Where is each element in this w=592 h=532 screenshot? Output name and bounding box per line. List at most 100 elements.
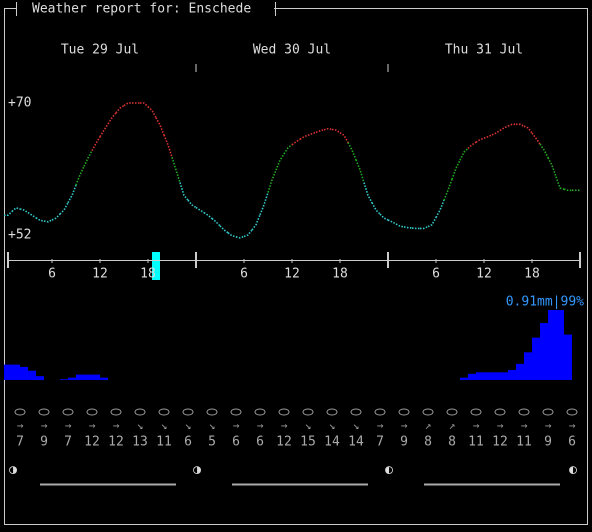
weather-icon [446, 408, 458, 416]
precip-bar [508, 370, 516, 380]
wind-direction: → [497, 419, 504, 432]
wind-speed: 7 [64, 435, 72, 450]
temp-dots [459, 147, 469, 161]
wind-speed: 8 [448, 435, 456, 450]
temp-dots [355, 159, 365, 183]
wind-direction: → [521, 419, 528, 432]
wind-direction: → [65, 419, 72, 432]
title: Weather report for: Enschede [32, 2, 251, 17]
weather-icon [206, 408, 218, 416]
wind-direction: ↗ [425, 419, 432, 432]
wind-direction: ↘ [329, 419, 336, 432]
wind-direction: → [545, 419, 552, 432]
wind-speed: 14 [324, 435, 340, 450]
hour-label: 12 [284, 267, 300, 282]
weather-icon [62, 408, 74, 416]
wind-speed: 12 [84, 435, 100, 450]
wind-speed: 7 [16, 435, 24, 450]
temp-dots [4, 210, 13, 216]
precip-bar [524, 352, 532, 380]
temp-dots [179, 182, 189, 201]
precip-bar [12, 364, 20, 380]
precip-bar [460, 377, 468, 380]
temp-dots [235, 235, 245, 239]
temp-dots [539, 143, 549, 159]
temp-dots [227, 232, 237, 238]
temp-dots [323, 127, 333, 131]
temp-dots [491, 129, 501, 136]
temp-dots [75, 166, 85, 186]
weather-icon [518, 408, 530, 416]
temp-dots [339, 132, 349, 143]
wind-speed: 9 [40, 435, 48, 450]
temp-dots [43, 219, 53, 223]
temp-dots [123, 102, 132, 107]
wind-speed: 15 [300, 435, 316, 450]
wind-speed: 8 [424, 435, 432, 450]
temp-dots [467, 141, 477, 150]
temp-dots [107, 112, 117, 125]
hour-label: 18 [524, 267, 540, 282]
precip-bar [564, 334, 572, 380]
wind-direction: → [41, 419, 48, 432]
temp-dots [251, 214, 261, 231]
hour-label: 18 [332, 267, 348, 282]
wind-direction: → [233, 419, 240, 432]
hour-label: 12 [476, 267, 492, 282]
wind-speed: 7 [376, 435, 384, 450]
weather-icon [374, 408, 386, 416]
wind-direction: → [17, 419, 24, 432]
wind-direction: ↗ [449, 419, 456, 432]
wind-speed: 12 [276, 435, 292, 450]
precip-bar [468, 373, 476, 380]
wind-speed: 6 [184, 435, 192, 450]
wind-direction: ↘ [161, 419, 168, 432]
temp-dots [67, 184, 77, 204]
precip-bar [100, 377, 108, 380]
temp-dots [531, 132, 541, 145]
temp-dots [387, 219, 397, 225]
weather-icon [14, 408, 26, 416]
wind-direction: → [473, 419, 480, 432]
temp-dots [83, 150, 93, 167]
precip-bar [532, 337, 540, 380]
temp-dots [427, 217, 437, 228]
precip-bar [68, 377, 76, 380]
temp-dots [379, 213, 389, 221]
wind-direction: ↘ [137, 419, 144, 432]
temp-dots [475, 137, 485, 143]
precip-bar [36, 376, 44, 380]
temp-dots [547, 157, 557, 177]
wind-speed: 6 [232, 435, 240, 450]
weather-icon [542, 408, 554, 416]
wind-direction: → [377, 419, 384, 432]
wind-speed: 14 [348, 435, 364, 450]
wind-speed: 12 [108, 435, 124, 450]
wind-direction: → [401, 419, 408, 432]
weather-icon [38, 408, 50, 416]
temp-dots [243, 229, 253, 238]
temp-dots [371, 202, 381, 215]
temp-dots [99, 123, 109, 138]
wind-speed: 6 [256, 435, 264, 450]
temp-dots [267, 169, 277, 193]
wind-speed: 9 [544, 435, 552, 450]
weather-icon [302, 408, 314, 416]
moon-phase: ◑ [9, 463, 17, 478]
hour-label: 6 [240, 267, 248, 282]
temp-dots [275, 153, 285, 171]
precip-bar [484, 372, 492, 380]
temp-dots [140, 102, 149, 108]
temp-dots [211, 217, 221, 227]
temp-dots [299, 134, 309, 140]
temp-dots [451, 159, 461, 180]
moon-phase: ◐ [569, 463, 577, 478]
temp-dots [259, 192, 269, 216]
wind-speed: 13 [132, 435, 148, 450]
precip-bar [548, 310, 556, 380]
day-label: Thu 31 Jul [445, 43, 523, 58]
weather-icon [470, 408, 482, 416]
temp-dots [307, 131, 317, 137]
wind-speed: 11 [156, 435, 172, 450]
wind-speed: 6 [568, 435, 576, 450]
